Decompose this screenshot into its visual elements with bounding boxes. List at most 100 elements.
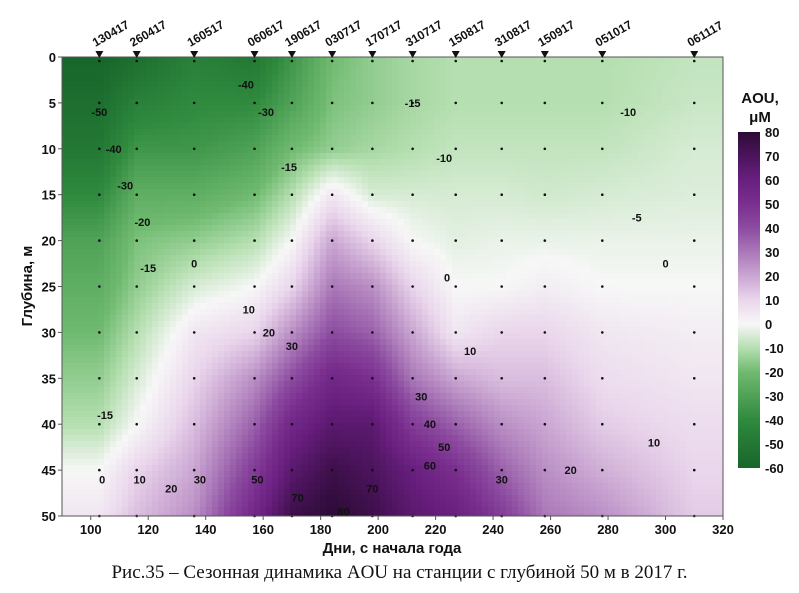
heatmap-cell: [290, 261, 297, 268]
heatmap-cell: [152, 327, 159, 334]
heatmap-cell: [410, 255, 417, 262]
heatmap-cell: [212, 291, 219, 298]
heatmap-cell: [176, 327, 183, 334]
heatmap-cell: [428, 255, 435, 262]
heatmap-cell: [236, 75, 243, 82]
heatmap-cell: [326, 459, 333, 466]
heatmap-cell: [356, 495, 363, 502]
heatmap-cell: [296, 291, 303, 298]
heatmap-cell: [146, 447, 153, 454]
heatmap-cell: [410, 399, 417, 406]
heatmap-cell: [356, 279, 363, 286]
heatmap-cell: [206, 159, 213, 166]
heatmap-cell: [326, 351, 333, 358]
heatmap-cell: [308, 333, 315, 340]
heatmap-cell: [392, 273, 399, 280]
heatmap-cell: [200, 453, 207, 460]
heatmap-cell: [140, 339, 147, 346]
heatmap-cell: [392, 327, 399, 334]
heatmap-cell: [266, 393, 273, 400]
heatmap-cell: [194, 141, 201, 148]
heatmap-cell: [200, 141, 207, 148]
heatmap-cell: [230, 315, 237, 322]
heatmap-cell: [278, 243, 285, 250]
heatmap-cell: [356, 273, 363, 280]
heatmap-cell: [68, 309, 75, 316]
heatmap-cell: [434, 249, 441, 256]
heatmap-cell: [296, 195, 303, 202]
heatmap-cell: [98, 57, 105, 64]
heatmap-cell: [206, 357, 213, 364]
heatmap-cell: [314, 87, 321, 94]
heatmap-cell: [116, 129, 123, 136]
heatmap-cell: [170, 129, 177, 136]
heatmap-cell: [398, 237, 405, 244]
heatmap-cell: [158, 189, 165, 196]
heatmap-cell: [356, 477, 363, 484]
heatmap-cell: [68, 213, 75, 220]
heatmap-cell: [428, 165, 435, 172]
heatmap-cell: [146, 441, 153, 448]
heatmap-cell: [380, 153, 387, 160]
heatmap-cell: [392, 267, 399, 274]
heatmap-cell: [410, 489, 417, 496]
heatmap-cell: [440, 243, 447, 250]
heatmap-cell: [266, 291, 273, 298]
heatmap-cell: [128, 399, 135, 406]
heatmap-cell: [338, 507, 345, 514]
heatmap-cell: [212, 333, 219, 340]
heatmap-cell: [62, 309, 69, 316]
heatmap-cell: [182, 273, 189, 280]
heatmap-cell: [284, 117, 291, 124]
heatmap-cell: [158, 429, 165, 436]
heatmap-cell: [398, 93, 405, 100]
heatmap-cell: [116, 261, 123, 268]
heatmap-cell: [302, 507, 309, 514]
heatmap-cell: [248, 363, 255, 370]
heatmap-cell: [368, 279, 375, 286]
heatmap-cell: [296, 153, 303, 160]
heatmap-cell: [350, 447, 357, 454]
heatmap-cell: [74, 255, 81, 262]
heatmap-cell: [206, 459, 213, 466]
heatmap-cell: [260, 459, 267, 466]
heatmap-cell: [344, 123, 351, 130]
heatmap-cell: [362, 129, 369, 136]
heatmap-cell: [296, 501, 303, 508]
heatmap-cell: [356, 93, 363, 100]
heatmap-cell: [128, 129, 135, 136]
heatmap-cell: [170, 165, 177, 172]
heatmap-cell: [116, 345, 123, 352]
heatmap-cell: [140, 141, 147, 148]
heatmap-cell: [392, 63, 399, 70]
heatmap-cell: [188, 351, 195, 358]
heatmap-cell: [290, 243, 297, 250]
heatmap-cell: [278, 297, 285, 304]
heatmap-cell: [422, 231, 429, 238]
heatmap-cell: [350, 375, 357, 382]
heatmap-cell: [194, 357, 201, 364]
heatmap-cell: [398, 177, 405, 184]
heatmap-cell: [260, 411, 267, 418]
heatmap-cell: [68, 93, 75, 100]
heatmap-cell: [86, 141, 93, 148]
heatmap-cell: [392, 279, 399, 286]
heatmap-cell: [212, 243, 219, 250]
heatmap-cell: [356, 297, 363, 304]
heatmap-cell: [68, 81, 75, 88]
heatmap-cell: [362, 153, 369, 160]
heatmap-cell: [434, 441, 441, 448]
heatmap-cell: [74, 279, 81, 286]
heatmap-cell: [68, 231, 75, 238]
heatmap-cell: [278, 147, 285, 154]
heatmap-cell: [308, 213, 315, 220]
heatmap-cell: [350, 123, 357, 130]
heatmap-cell: [296, 345, 303, 352]
heatmap-cell: [368, 243, 375, 250]
heatmap-cell: [380, 501, 387, 508]
heatmap-cell: [260, 441, 267, 448]
heatmap-cell: [92, 513, 99, 517]
heatmap-cell: [284, 201, 291, 208]
heatmap-cell: [356, 339, 363, 346]
heatmap-cell: [200, 447, 207, 454]
